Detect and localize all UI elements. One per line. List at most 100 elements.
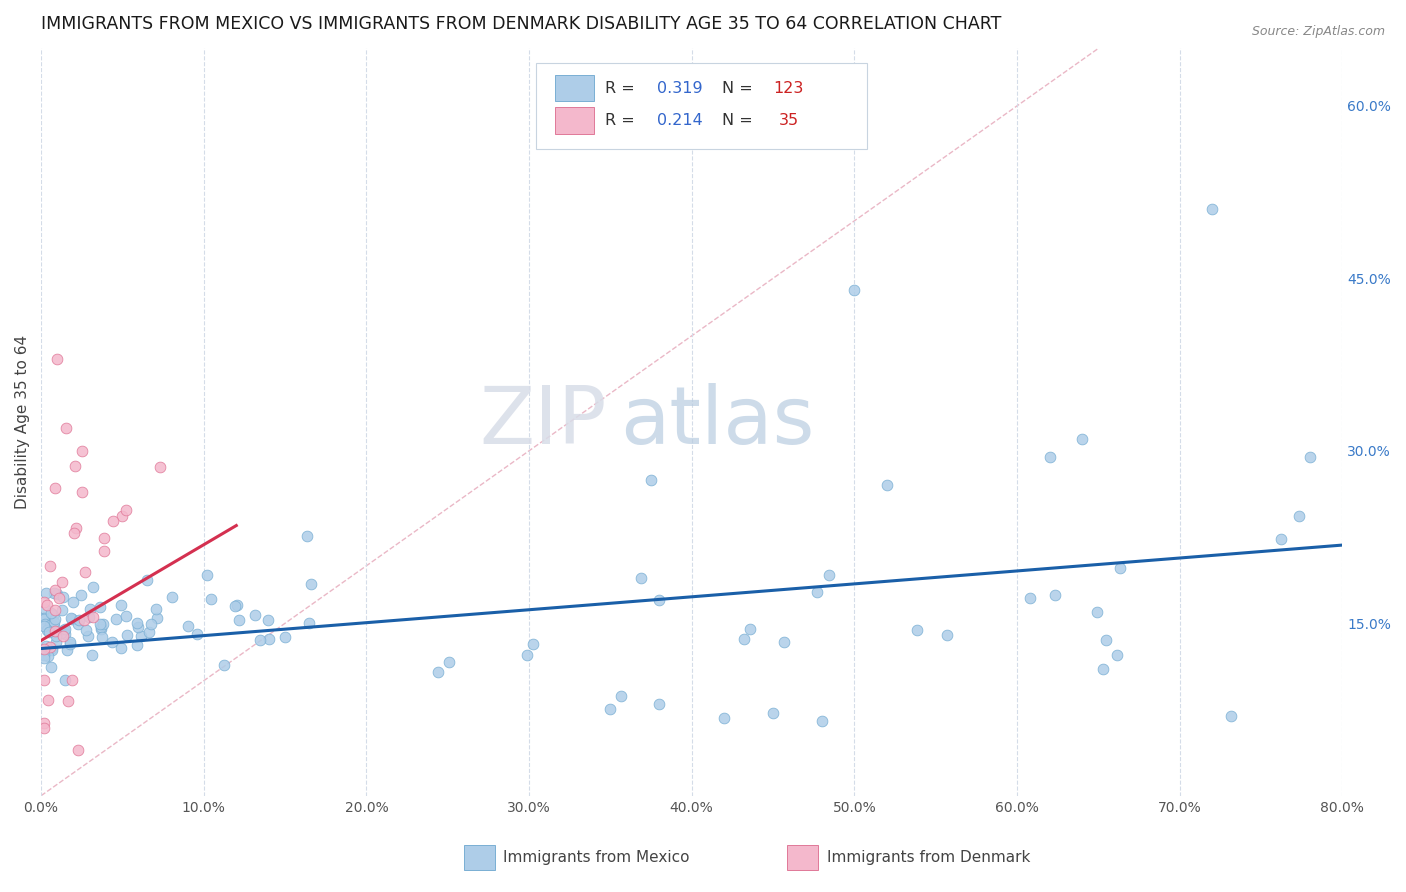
- Point: [34, 611, 56, 625]
- Point: [44, 603, 66, 617]
- Point: [62, 595, 84, 609]
- Point: [245, 608, 267, 623]
- Point: [135, 573, 157, 587]
- Text: 0.214: 0.214: [657, 113, 703, 128]
- Point: [297, 529, 319, 543]
- Point: [1299, 450, 1322, 464]
- Point: [713, 710, 735, 724]
- Text: Source: ZipAtlas.com: Source: ZipAtlas.com: [1251, 25, 1385, 38]
- Point: [740, 622, 762, 636]
- Point: [195, 567, 218, 582]
- Point: [115, 628, 138, 642]
- Point: [762, 706, 785, 720]
- Point: [105, 612, 128, 626]
- Point: [60, 612, 83, 626]
- Point: [224, 599, 246, 613]
- Point: [59, 611, 82, 625]
- Point: [44, 481, 66, 495]
- Point: [249, 633, 271, 648]
- Text: 35: 35: [779, 113, 799, 128]
- Point: [62, 526, 84, 541]
- Point: [640, 473, 662, 487]
- Point: [73, 613, 96, 627]
- Point: [844, 283, 866, 297]
- Point: [44, 615, 66, 629]
- Point: [176, 619, 198, 633]
- Point: [44, 612, 66, 626]
- Point: [38, 618, 60, 632]
- Point: [80, 648, 103, 662]
- Point: [37, 623, 59, 637]
- Point: [44, 624, 66, 638]
- Point: [298, 615, 321, 630]
- Point: [53, 626, 76, 640]
- Point: [110, 640, 132, 655]
- Text: N =: N =: [721, 80, 758, 95]
- Point: [34, 595, 56, 609]
- Point: [52, 623, 75, 637]
- Point: [37, 648, 59, 663]
- Point: [1043, 588, 1066, 602]
- Point: [34, 612, 56, 626]
- Point: [37, 692, 59, 706]
- Point: [34, 616, 56, 631]
- Point: [69, 588, 91, 602]
- Point: [46, 351, 69, 366]
- Text: ZIP: ZIP: [479, 383, 607, 461]
- Point: [67, 742, 90, 756]
- Point: [630, 571, 652, 585]
- Point: [34, 673, 56, 687]
- Point: [89, 623, 111, 637]
- Point: [55, 622, 77, 636]
- Point: [90, 620, 112, 634]
- Point: [127, 620, 149, 634]
- Point: [55, 642, 77, 657]
- Point: [89, 599, 111, 614]
- Point: [228, 613, 250, 627]
- Point: [45, 635, 67, 649]
- Point: [72, 484, 94, 499]
- Point: [65, 521, 87, 535]
- Point: [34, 650, 56, 665]
- Point: [772, 635, 794, 649]
- Point: [274, 630, 297, 644]
- Point: [1038, 450, 1060, 464]
- Point: [1201, 202, 1223, 217]
- Point: [52, 590, 75, 604]
- Point: [1018, 591, 1040, 605]
- Point: [103, 514, 125, 528]
- Point: [129, 629, 152, 643]
- Point: [110, 598, 132, 612]
- Point: [115, 608, 138, 623]
- Point: [73, 565, 96, 579]
- Text: IMMIGRANTS FROM MEXICO VS IMMIGRANTS FROM DENMARK DISABILITY AGE 35 TO 64 CORREL: IMMIGRANTS FROM MEXICO VS IMMIGRANTS FRO…: [41, 15, 1001, 33]
- Point: [34, 716, 56, 731]
- Point: [39, 607, 62, 621]
- Point: [648, 697, 671, 711]
- Point: [34, 721, 56, 735]
- Point: [818, 568, 841, 582]
- Point: [212, 658, 235, 673]
- Point: [44, 586, 66, 600]
- Point: [145, 602, 167, 616]
- Point: [516, 648, 538, 662]
- Point: [1095, 633, 1118, 648]
- Text: N =: N =: [721, 113, 758, 128]
- Point: [91, 630, 114, 644]
- Point: [599, 702, 621, 716]
- Point: [437, 656, 460, 670]
- Point: [257, 613, 280, 627]
- Point: [70, 443, 93, 458]
- Text: R =: R =: [605, 113, 640, 128]
- Point: [1105, 648, 1128, 662]
- Point: [522, 637, 544, 651]
- Point: [127, 616, 149, 631]
- Point: [1092, 662, 1115, 676]
- Point: [60, 673, 83, 688]
- Point: [75, 624, 97, 638]
- Point: [146, 611, 169, 625]
- Point: [426, 665, 449, 680]
- Point: [37, 599, 59, 613]
- Point: [34, 648, 56, 662]
- Point: [160, 591, 183, 605]
